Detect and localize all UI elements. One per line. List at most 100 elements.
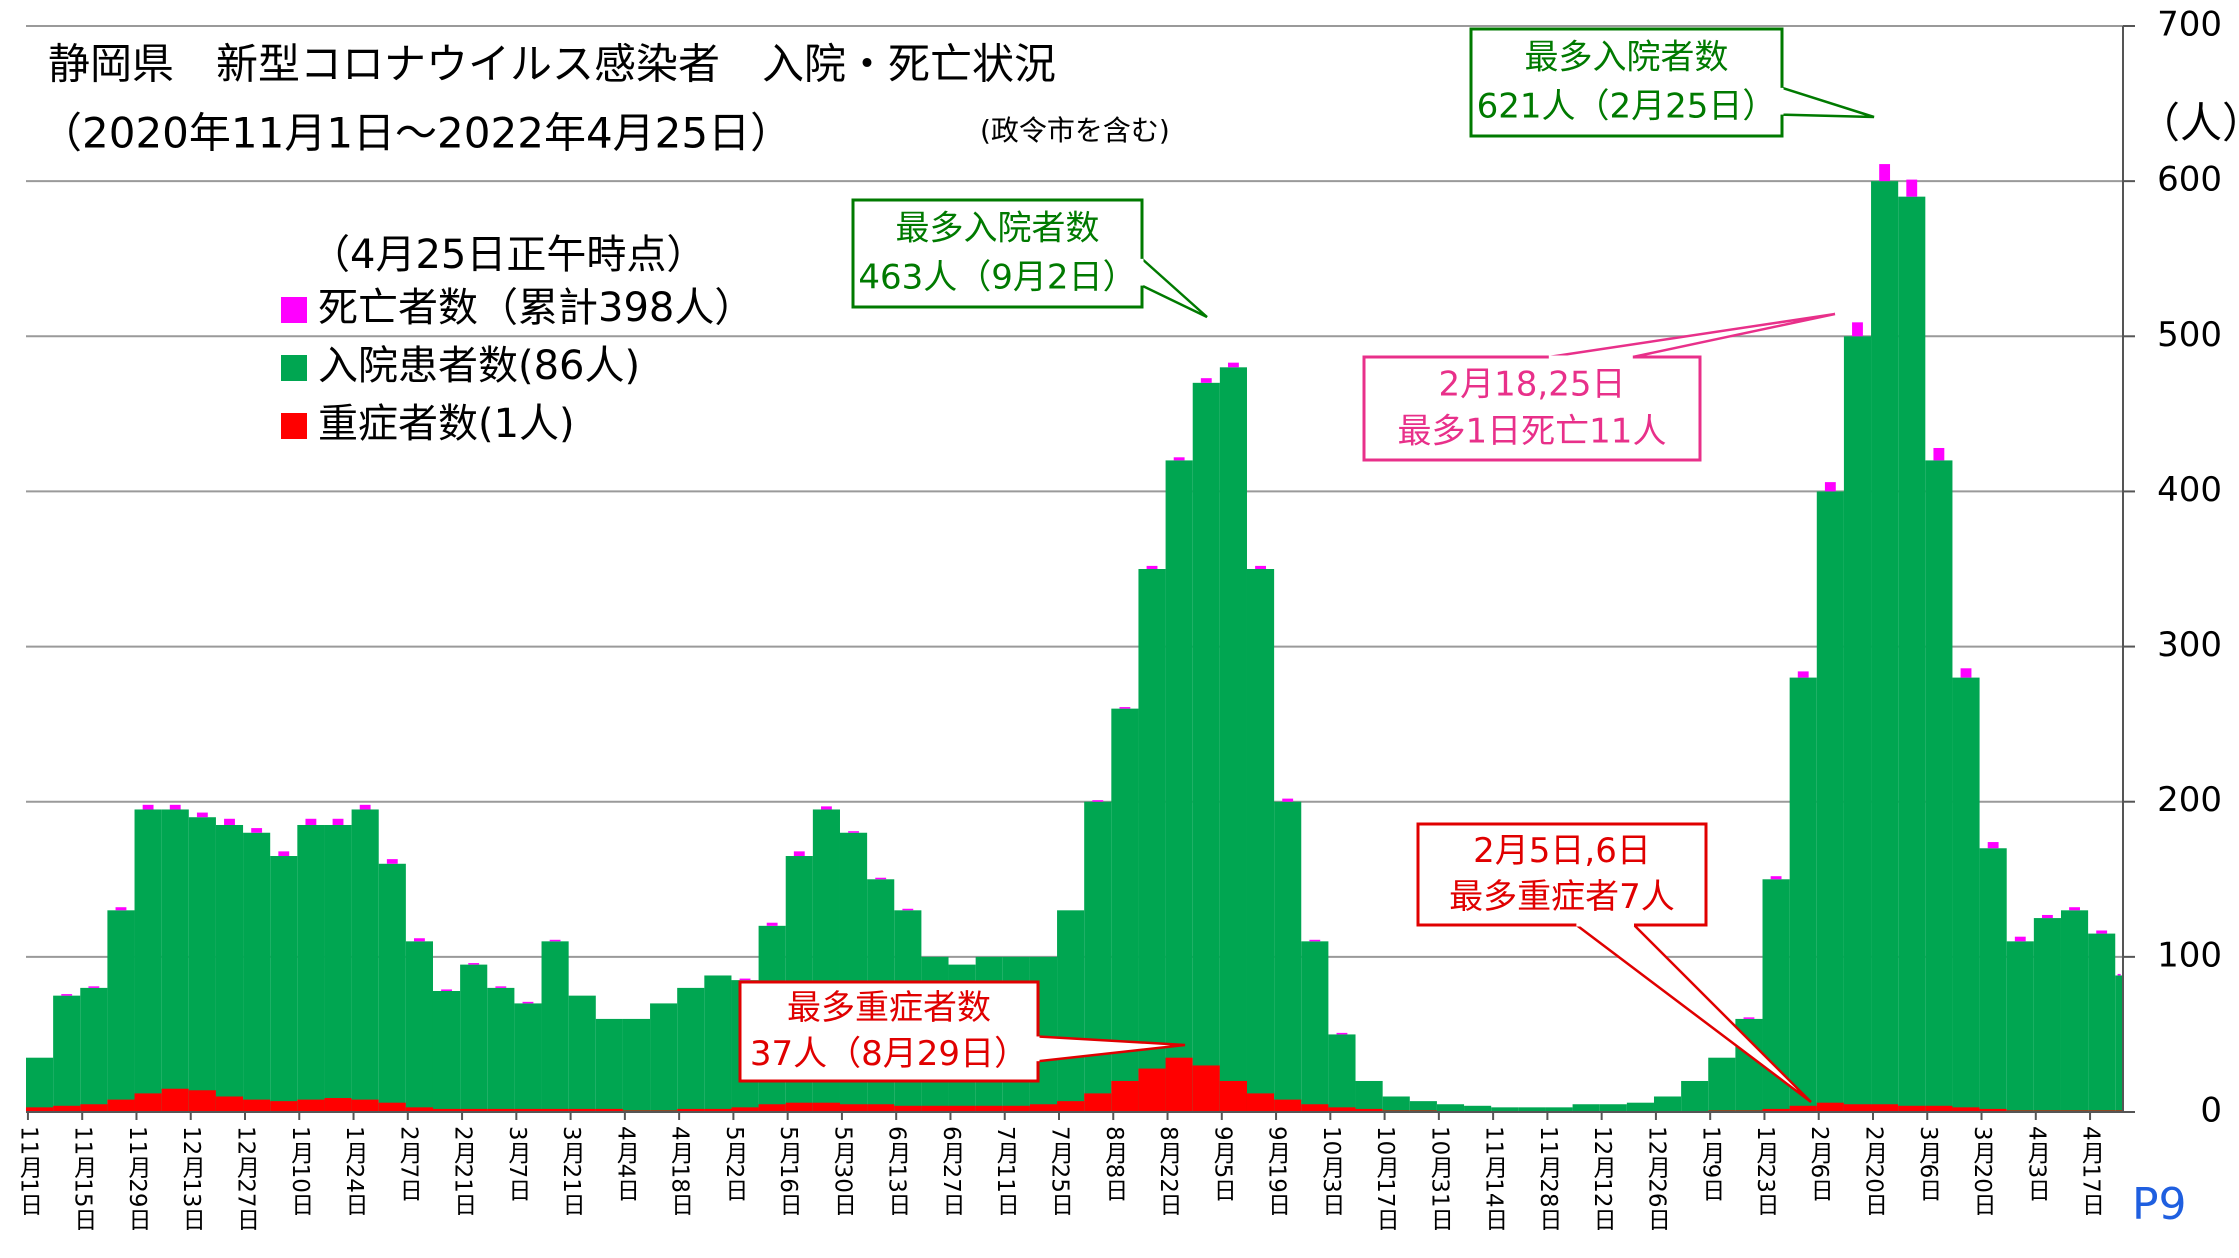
bar xyxy=(650,1003,678,1112)
bar xyxy=(297,824,325,1112)
death-marker xyxy=(1227,362,1239,368)
death-marker xyxy=(468,963,480,965)
death-marker xyxy=(766,922,778,926)
bar xyxy=(1138,569,1166,1112)
bar xyxy=(243,1099,271,1112)
bar xyxy=(215,1096,244,1112)
death-marker xyxy=(2117,973,2121,976)
y-tick-label: 700 xyxy=(2157,5,2222,45)
death-marker xyxy=(1879,164,1891,182)
bar xyxy=(1246,569,1275,1112)
x-tick-label: 10月3日 xyxy=(1318,1126,1346,1216)
death-marker xyxy=(1092,800,1104,802)
bar xyxy=(1952,1107,1980,1112)
x-tick-label: 11月1日 xyxy=(15,1126,43,1216)
annotation-text: 2月18,25日 xyxy=(1439,364,1626,404)
x-tick-label: 2月21日 xyxy=(450,1126,478,1216)
x-tick-label: 10月17日 xyxy=(1372,1126,1400,1231)
bar xyxy=(1301,941,1329,1112)
death-marker xyxy=(115,907,127,911)
annotation-text: 37人（8月29日） xyxy=(750,1034,1028,1074)
y-tick-label: 100 xyxy=(2157,935,2222,975)
bar xyxy=(324,1098,352,1112)
bar xyxy=(1138,1068,1166,1112)
bar xyxy=(1789,677,1817,1112)
bar xyxy=(1843,1104,1872,1112)
bar xyxy=(1898,196,1926,1112)
bar xyxy=(1436,1104,1465,1112)
bar xyxy=(1192,382,1220,1112)
bar xyxy=(2033,918,2061,1112)
annotation-text: 2月5日,6日 xyxy=(1473,831,1651,871)
death-marker xyxy=(1146,565,1158,569)
bar xyxy=(921,1105,949,1112)
legend-title: （4月25日正午時点） xyxy=(310,232,706,278)
legend-label: 重症者数(1人) xyxy=(318,401,575,447)
death-marker xyxy=(1119,707,1131,709)
bar xyxy=(1816,1102,1844,1112)
bar xyxy=(1301,1104,1329,1112)
y-tick-label: 200 xyxy=(2157,780,2222,820)
death-marker xyxy=(61,994,73,996)
death-marker xyxy=(1309,939,1321,942)
bar xyxy=(80,1104,108,1112)
bar xyxy=(1789,1105,1817,1112)
x-tick-label: 1月23日 xyxy=(1752,1126,1780,1216)
x-tick-label: 3月21日 xyxy=(558,1126,586,1216)
death-marker xyxy=(196,812,208,818)
bar xyxy=(1925,460,1953,1112)
bar xyxy=(487,987,515,1112)
x-tick-label: 2月20日 xyxy=(1860,1126,1888,1216)
bar xyxy=(460,964,488,1112)
bar xyxy=(1219,1080,1247,1112)
bar xyxy=(1002,1105,1030,1112)
bar xyxy=(405,941,433,1112)
death-marker xyxy=(1906,179,1918,197)
death-marker xyxy=(1824,482,1836,492)
callout-box xyxy=(738,980,1040,1083)
bar xyxy=(1681,1080,1709,1112)
death-marker xyxy=(522,1001,534,1004)
bar xyxy=(1057,1101,1085,1112)
death-marker xyxy=(902,908,914,911)
legend-label: 入院患者数(86人) xyxy=(318,343,640,389)
x-tick-label: 3月20日 xyxy=(1969,1126,1997,1216)
x-tick-label: 11月29日 xyxy=(124,1126,152,1231)
bar xyxy=(894,1105,922,1112)
death-marker xyxy=(142,804,154,810)
death-marker xyxy=(1336,1032,1348,1035)
x-tick-label: 7月11日 xyxy=(992,1126,1020,1216)
x-tick-label: 7月25日 xyxy=(1046,1126,1074,1216)
bar xyxy=(1029,1104,1058,1112)
bar xyxy=(134,1093,162,1112)
bar xyxy=(1871,1104,1899,1112)
death-marker xyxy=(549,939,561,942)
death-marker xyxy=(88,986,100,988)
annotation-text: 最多入院者数 xyxy=(1525,37,1729,77)
callout-pointer xyxy=(1780,86,1875,119)
bar xyxy=(107,910,135,1112)
x-tick-label: 3月7日 xyxy=(504,1126,532,1202)
bar xyxy=(1246,1093,1275,1112)
death-marker xyxy=(820,806,832,810)
x-tick-label: 11月14日 xyxy=(1481,1126,1509,1231)
x-tick-label: 2月6日 xyxy=(1806,1126,1834,1202)
bar xyxy=(1084,801,1112,1112)
bar xyxy=(1084,1093,1112,1112)
bar xyxy=(704,1108,732,1112)
death-marker xyxy=(1255,565,1266,569)
bar xyxy=(1219,367,1247,1112)
death-marker xyxy=(441,989,452,991)
x-tick-label: 1月10日 xyxy=(287,1126,315,1216)
subtitle-note: (政令市を含む) xyxy=(980,114,1170,147)
bar xyxy=(378,1102,406,1112)
death-marker xyxy=(1282,798,1294,802)
death-marker xyxy=(386,859,398,864)
bar xyxy=(1274,801,1302,1112)
bar xyxy=(1165,1057,1193,1112)
x-tick-label: 10月31日 xyxy=(1426,1126,1454,1231)
x-tick-label: 3月6日 xyxy=(1915,1126,1943,1202)
x-tick-label: 4月17日 xyxy=(2078,1126,2106,1216)
death-marker xyxy=(278,851,290,857)
